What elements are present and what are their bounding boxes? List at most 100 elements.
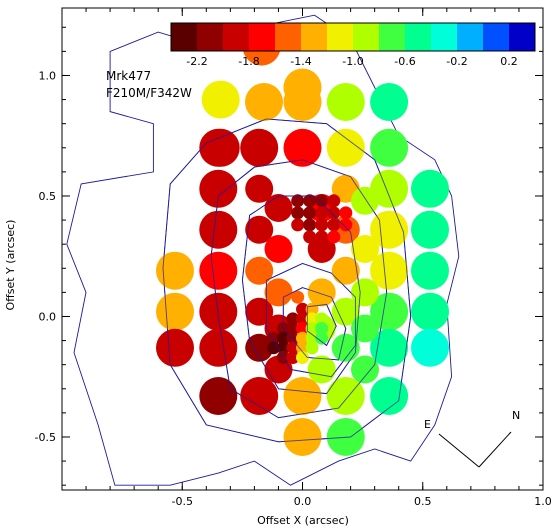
bin-large [283, 418, 322, 456]
x-axis-label: Offset X (arcsec) [257, 514, 349, 527]
bin-small [305, 312, 319, 326]
bin-large [370, 83, 409, 121]
bin-small [296, 312, 309, 326]
chart-title: Mrk477 [106, 69, 151, 83]
bin-small [276, 331, 290, 345]
bin-small [315, 218, 329, 232]
bin-medium [245, 215, 274, 244]
colorbar: -2.2 -1.8 -1.4 -1.0 -0.6 -0.2 0.2 [170, 22, 536, 68]
bin-medium [264, 194, 293, 222]
bin-small [296, 322, 309, 335]
bin-small [315, 194, 329, 208]
bin-small [296, 341, 309, 355]
bin-medium [351, 355, 379, 384]
colorbar-swatch [379, 23, 406, 51]
compass-east-label: E [424, 418, 431, 431]
bin-large [240, 377, 279, 415]
bin-medium [351, 235, 379, 263]
bin-large [326, 128, 365, 167]
bin-small [286, 351, 300, 364]
colorbar-tick-label: -2.2 [186, 55, 207, 68]
bin-small [327, 218, 341, 232]
colorbar-tick-label: -0.2 [446, 55, 467, 68]
bin-small [305, 331, 319, 345]
colorbar-swatch [223, 23, 250, 51]
bin-small [303, 194, 317, 208]
bin-large [370, 292, 409, 331]
bin-large [411, 251, 449, 290]
bin-large [411, 292, 449, 331]
bin-medium [245, 256, 274, 285]
bin-medium [264, 278, 293, 307]
y-tick-label: 1.0 [39, 69, 57, 82]
bin-small [327, 194, 341, 208]
compass-east-arm [438, 433, 480, 468]
bin-small [315, 322, 329, 335]
bin-large [199, 328, 238, 367]
bin-small [291, 206, 305, 220]
colorbar-swatch [327, 23, 354, 51]
bin-medium [245, 174, 274, 203]
x-tick-label: 0.0 [294, 495, 312, 508]
bin-small [303, 230, 317, 244]
bin-small [315, 331, 329, 345]
bin-small [303, 218, 317, 232]
y-axis-label: Offset Y (arcsec) [4, 220, 17, 311]
bin-small [286, 331, 300, 345]
bin-large [199, 128, 238, 167]
x-tick-label: 1.0 [534, 495, 552, 508]
bin-large [156, 251, 194, 290]
bin-small [303, 206, 317, 220]
colorbar-swatch [353, 23, 380, 51]
bin-large [370, 169, 409, 208]
bin-large [245, 83, 283, 121]
bin-medium [245, 333, 274, 362]
axis-ticks: -0.5 0.0 0.5 1.0 -0.5 0.0 0.5 1.0 [35, 8, 552, 508]
colorbar-swatch [197, 23, 224, 51]
y-tick-label: -0.5 [35, 431, 56, 444]
bin-large [411, 210, 449, 249]
bin-large [199, 377, 238, 415]
bin-large [411, 169, 449, 208]
bin-large [370, 328, 409, 367]
bin-large [370, 377, 409, 415]
y-tick-label: 0.5 [39, 190, 57, 203]
contour-overlay-1 [210, 159, 388, 419]
colorbar-swatch [249, 23, 276, 51]
x-tick-label: 0.5 [414, 495, 432, 508]
colorbar-tick-label: -1.0 [342, 55, 363, 68]
bin-medium [331, 333, 360, 362]
bin-large [370, 128, 409, 167]
bin-small [315, 206, 329, 220]
bin-large [326, 83, 365, 121]
bin-layer [156, 27, 449, 456]
contour-overlay-0 [162, 118, 412, 443]
bin-medium [307, 278, 336, 307]
colorbar-tick-label: 0.2 [500, 55, 518, 68]
bin-large [283, 83, 322, 121]
colorbar-swatch [275, 23, 302, 51]
bin-large [283, 128, 322, 167]
bin-small [291, 218, 305, 232]
bin-large [240, 128, 279, 167]
bin-medium [351, 278, 379, 307]
colorbar-swatch [431, 23, 458, 51]
bin-medium [331, 297, 360, 326]
colorbar-tick-label: -0.6 [394, 55, 415, 68]
colorbar-swatch [301, 23, 328, 51]
colorbar-tick-label: -1.4 [290, 55, 311, 68]
contour-overlay-2 [241, 195, 361, 395]
colorbar-swatch [405, 23, 432, 51]
bin-small [286, 312, 300, 326]
bin-large [326, 377, 365, 415]
bin-small [315, 312, 329, 326]
bin-small [296, 302, 309, 316]
bin-large [156, 328, 194, 367]
bin-small [286, 322, 300, 335]
bin-small [327, 206, 341, 220]
colorbar-tick-label: -1.8 [238, 55, 259, 68]
colorbar-frame [170, 22, 536, 52]
bin-large [199, 169, 238, 208]
bin-small [291, 194, 305, 208]
contour-overlay-3 [265, 263, 356, 378]
